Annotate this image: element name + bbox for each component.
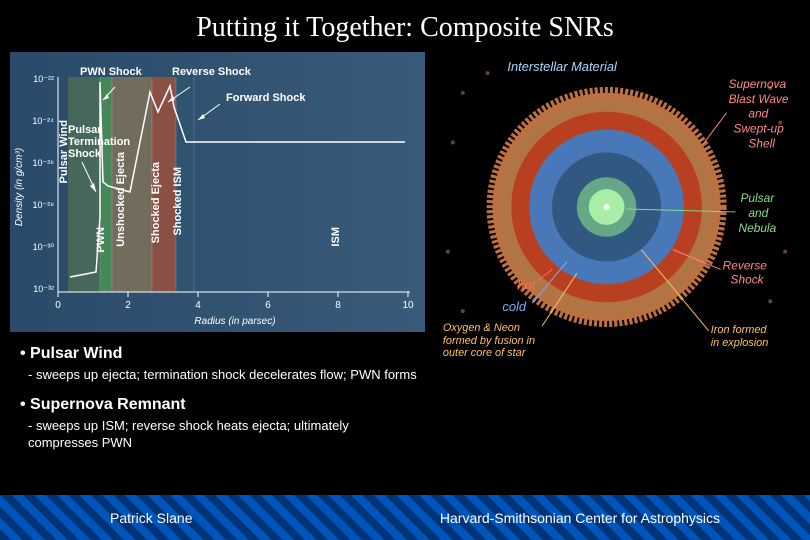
svg-text:Shock: Shock (731, 272, 765, 286)
svg-text:Shell: Shell (748, 136, 775, 150)
svg-text:10⁻²⁶: 10⁻²⁶ (33, 158, 55, 168)
vlabel-unshocked: Unshocked Ejecta (115, 152, 127, 247)
slide-title: Putting it Together: Composite SNRs (0, 0, 810, 44)
svg-text:cold: cold (502, 299, 526, 314)
svg-text:and: and (748, 206, 768, 220)
density-chart: 0 2 4 6 8 10 10⁻²² 10⁻²⁴ 10⁻²⁶ 10⁻²⁸ 10⁻… (10, 52, 425, 332)
footer: Patrick Slane Harvard-Smithsonian Center… (0, 495, 810, 540)
svg-text:Swept-up: Swept-up (734, 122, 785, 136)
svg-text:formed by fusion in: formed by fusion in (443, 335, 535, 347)
vlabel-pwn: PWN (95, 227, 107, 253)
svg-text:Oxygen & Neon: Oxygen & Neon (443, 322, 520, 334)
chart-panel: 0 2 4 6 8 10 10⁻²² 10⁻²⁴ 10⁻²⁶ 10⁻²⁸ 10⁻… (10, 52, 425, 357)
footer-affiliation: Harvard-Smithsonian Center for Astrophys… (440, 510, 720, 526)
chart-svg: 0 2 4 6 8 10 10⁻²² 10⁻²⁴ 10⁻²⁶ 10⁻²⁸ 10⁻… (10, 52, 425, 332)
svg-text:Radius (in parsec): Radius (in parsec) (194, 316, 275, 327)
svg-text:8: 8 (335, 300, 341, 311)
svg-text:10: 10 (402, 300, 414, 311)
svg-text:Blast Wave: Blast Wave (729, 92, 789, 106)
svg-text:Interstellar Material: Interstellar Material (507, 59, 618, 74)
svg-text:4: 4 (195, 300, 201, 311)
svg-text:0: 0 (55, 300, 61, 311)
vlabel-pulsar-wind: Pulsar Wind (58, 120, 70, 183)
bullet-pulsar-wind-text: - sweeps up ejecta; termination shock de… (28, 367, 420, 384)
label-reverse-shock: Reverse Shock (172, 66, 251, 78)
svg-text:outer core of star: outer core of star (443, 347, 526, 357)
svg-text:hot: hot (517, 277, 536, 292)
svg-text:2: 2 (125, 300, 131, 311)
snr-diagram-panel: Interstellar Material Supernova Blast Wa… (433, 52, 800, 357)
vlabel-shocked-ism: Shocked ISM (172, 167, 184, 235)
svg-text:6: 6 (265, 300, 271, 311)
label-pulsar-term: PulsarTerminationShock (68, 124, 138, 160)
svg-text:Reverse: Reverse (723, 258, 768, 272)
label-pwn-shock: PWN Shock (80, 66, 142, 78)
svg-text:Nebula: Nebula (739, 221, 777, 235)
svg-text:Supernova: Supernova (729, 77, 787, 91)
bullet-snr: • Supernova Remnant (20, 396, 420, 414)
svg-text:and: and (748, 107, 768, 121)
svg-text:in explosion: in explosion (711, 337, 769, 349)
label-forward-shock: Forward Shock (226, 92, 305, 104)
svg-text:Density (in g/cm³): Density (in g/cm³) (14, 148, 25, 226)
footer-author: Patrick Slane (110, 510, 192, 526)
bullet-pulsar-wind: • Pulsar Wind (20, 345, 420, 363)
snr-diagram-svg: Interstellar Material Supernova Blast Wa… (433, 52, 800, 357)
svg-text:Iron formed: Iron formed (711, 324, 768, 336)
svg-text:10⁻²⁴: 10⁻²⁴ (32, 116, 54, 126)
svg-text:10⁻²⁸: 10⁻²⁸ (32, 200, 54, 210)
bullets: • Pulsar Wind - sweeps up ejecta; termin… (20, 345, 420, 464)
content-area: 0 2 4 6 8 10 10⁻²² 10⁻²⁴ 10⁻²⁶ 10⁻²⁸ 10⁻… (0, 44, 810, 357)
svg-text:10⁻³²: 10⁻³² (33, 284, 54, 294)
vlabel-shocked-ej: Shocked Ejecta (150, 162, 162, 243)
svg-text:10⁻²²: 10⁻²² (33, 74, 54, 84)
bullet-snr-text: - sweeps up ISM; reverse shock heats eje… (28, 418, 420, 452)
svg-text:Pulsar: Pulsar (740, 191, 775, 205)
vlabel-ism: ISM (330, 227, 342, 247)
svg-text:10⁻³⁰: 10⁻³⁰ (33, 242, 55, 252)
